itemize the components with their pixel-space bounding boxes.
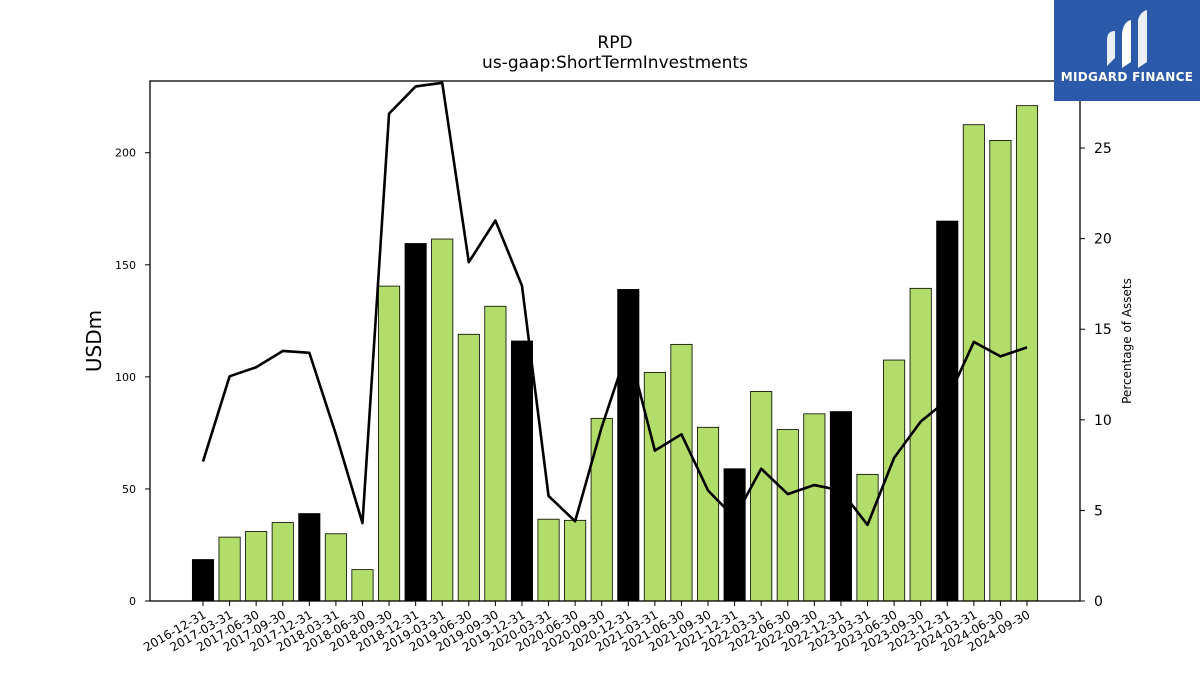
bar — [989, 139, 1012, 602]
bar — [271, 522, 294, 602]
bar — [670, 343, 693, 602]
left-axis-ticks: 0 50 100 150 200 — [115, 147, 150, 608]
bar — [723, 468, 746, 602]
y-tick-label-right: 5 — [1094, 503, 1103, 519]
y-tick-label: 150 — [115, 259, 136, 272]
bar — [457, 333, 480, 602]
bar — [431, 238, 454, 602]
bar — [324, 533, 347, 602]
y-tick-label-right: 25 — [1094, 141, 1112, 157]
bar — [750, 391, 773, 602]
y-tick-label-right: 15 — [1094, 322, 1112, 338]
bar — [617, 289, 640, 602]
y-tick-label: 0 — [129, 595, 136, 608]
y-axis-label-right: Percentage of Assets — [1120, 278, 1134, 404]
bar — [564, 519, 587, 602]
y-tick-label-right: 10 — [1094, 413, 1112, 429]
bar — [962, 124, 985, 602]
y-tick-label-right: 20 — [1094, 232, 1112, 248]
bar — [298, 513, 321, 602]
bar — [484, 305, 507, 602]
x-axis-ticks: 2016-12-312017-03-312017-06-302017-09-30… — [141, 601, 1033, 654]
bar — [829, 411, 852, 602]
y-axis-label: USDm — [82, 310, 106, 372]
bar — [776, 429, 799, 602]
logo: MIDGARD FINANCE — [1054, 0, 1200, 101]
line-layer — [201, 81, 1028, 527]
bar — [537, 518, 560, 602]
bars-group — [191, 105, 1039, 602]
y-tick-label: 200 — [115, 147, 136, 160]
bar — [936, 220, 959, 602]
bar — [1015, 105, 1039, 602]
bar — [191, 559, 215, 602]
bar — [510, 340, 533, 602]
logo-mark-icon — [1107, 10, 1147, 68]
bar — [404, 243, 427, 602]
logo-text: MIDGARD FINANCE — [1061, 70, 1193, 84]
bar — [803, 413, 826, 602]
bar — [643, 371, 666, 602]
bar — [245, 531, 268, 602]
chart-subtitle: us-gaap:ShortTermInvestments — [482, 53, 748, 73]
right-axis-ticks: 0 5 10 15 20 25 — [1080, 141, 1112, 610]
chart-title: RPD — [597, 33, 632, 53]
y-tick-label: 50 — [122, 483, 136, 496]
bar — [218, 536, 241, 602]
bar — [883, 359, 906, 602]
percentage-line — [201, 81, 1028, 527]
bar — [909, 287, 932, 602]
y-tick-label: 100 — [115, 371, 136, 384]
bar — [697, 426, 720, 602]
bar — [351, 569, 374, 602]
y-tick-label-right: 0 — [1094, 594, 1103, 610]
bar — [378, 285, 401, 602]
bar — [590, 417, 613, 602]
plot-frame — [149, 80, 1081, 602]
bar — [856, 473, 879, 602]
